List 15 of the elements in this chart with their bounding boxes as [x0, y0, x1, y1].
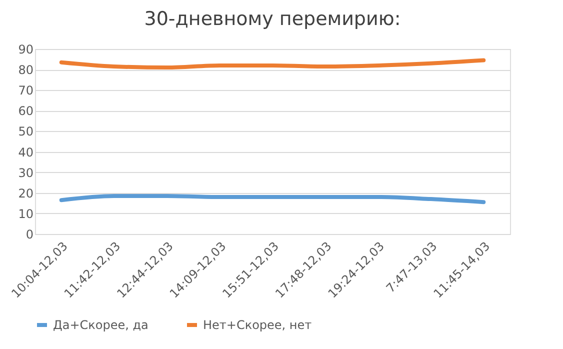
y-tick-label: 0 — [26, 228, 34, 242]
y-tick-label: 40 — [18, 145, 34, 160]
y-tick-label: 10 — [18, 206, 34, 221]
legend-label: Нет+Скорее, нет — [203, 318, 312, 332]
y-tick-label: 50 — [18, 124, 34, 139]
line-series — [59, 58, 486, 70]
y-tick-label: 60 — [18, 104, 34, 118]
y-tick-label: 30 — [18, 166, 34, 180]
y-tick-label: 20 — [18, 186, 34, 200]
line-series — [59, 194, 486, 204]
y-tick-label: 70 — [18, 84, 34, 98]
chart-title: 30-дневному перемирию: — [144, 8, 401, 30]
y-tick-label: 90 — [18, 42, 34, 56]
legend-label: Да+Скорее, да — [53, 318, 148, 332]
y-tick-label: 80 — [18, 63, 34, 78]
